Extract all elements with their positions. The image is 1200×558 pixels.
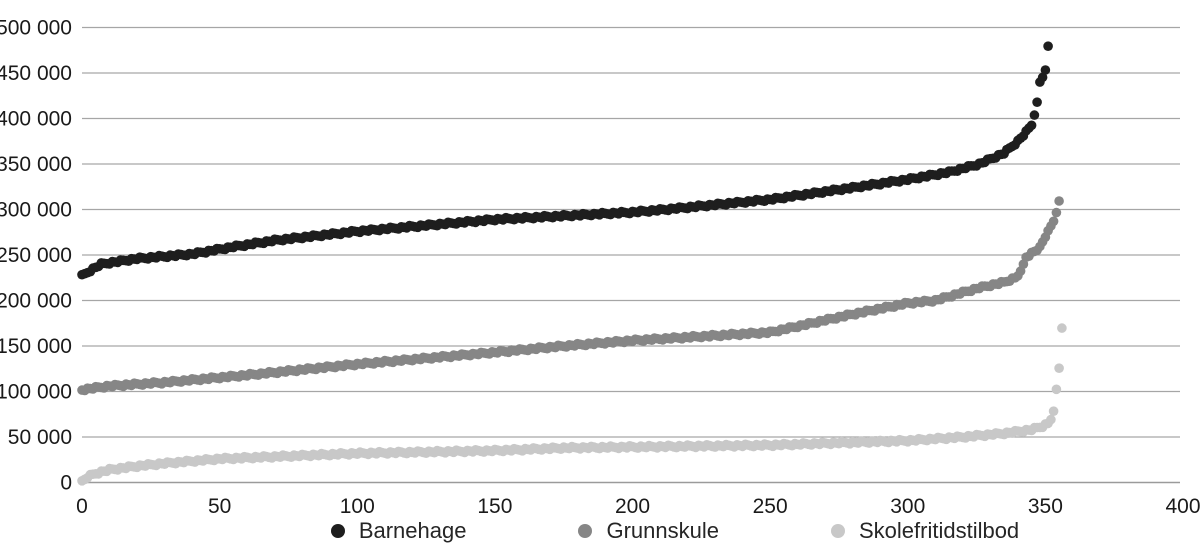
x-axis-tick-label: 400 bbox=[1165, 495, 1200, 518]
y-axis-tick-label: 500 000 bbox=[0, 17, 72, 40]
y-axis-tick-label: 350 000 bbox=[0, 153, 72, 176]
y-axis-tick-label: 400 000 bbox=[0, 108, 72, 131]
legend-marker-skolefritidstilbod-icon bbox=[830, 524, 845, 538]
y-axis-tick-label: 150 000 bbox=[0, 335, 72, 358]
legend-marker-barnehage-icon bbox=[330, 524, 345, 538]
legend-label-barnehage: Barnehage bbox=[358, 518, 467, 543]
legend-item-skolefritidstilbod: Skolefritidstilbod bbox=[830, 518, 1020, 544]
y-axis-tick-label: 250 000 bbox=[0, 244, 72, 267]
x-axis-tick-label: 200 bbox=[615, 495, 650, 518]
x-axis-tick-label: 100 bbox=[340, 495, 375, 518]
x-axis-tick-label: 0 bbox=[76, 495, 88, 518]
series-barnehage bbox=[77, 41, 1053, 280]
legend-item-barnehage: Barnehage bbox=[330, 518, 467, 544]
scatter-chart: 0 50 000 100 000 150 000 200 000 250 000 300 0… bbox=[0, 17, 1200, 519]
y-axis-tick-label: 450 000 bbox=[0, 62, 72, 85]
y-axis-tick-label: 100 000 bbox=[0, 381, 72, 404]
legend-label-grunnskule: Grunnskule bbox=[606, 518, 719, 543]
x-axis-tick-label: 250 bbox=[753, 495, 788, 518]
y-axis-tick-label: 0 bbox=[60, 472, 72, 495]
x-axis-tick-label: 50 bbox=[208, 495, 231, 518]
series-skolefritidstilbod bbox=[77, 323, 1067, 486]
y-axis-tick-label: 200 000 bbox=[0, 290, 72, 313]
legend-marker-grunnskule-icon bbox=[578, 524, 593, 538]
y-axis-tick-label: 50 000 bbox=[8, 426, 72, 449]
x-axis-tick-label: 350 bbox=[1028, 495, 1063, 518]
series-grunnskule bbox=[77, 196, 1064, 396]
y-axis-tick-label: 300 000 bbox=[0, 199, 72, 222]
plot-svg: 0 50 000 100 000 150 000 200 000 250 000 300 0… bbox=[0, 17, 1200, 519]
legend-item-grunnskule: Grunnskule bbox=[578, 518, 719, 544]
x-axis-tick-label: 150 bbox=[477, 495, 512, 518]
chart-legend: Barnehage Grunnskule Skolefritidstilbod bbox=[0, 518, 1200, 544]
legend-label-skolefritidstilbod: Skolefritidstilbod bbox=[858, 518, 1020, 543]
x-axis-tick-label: 300 bbox=[890, 495, 925, 518]
